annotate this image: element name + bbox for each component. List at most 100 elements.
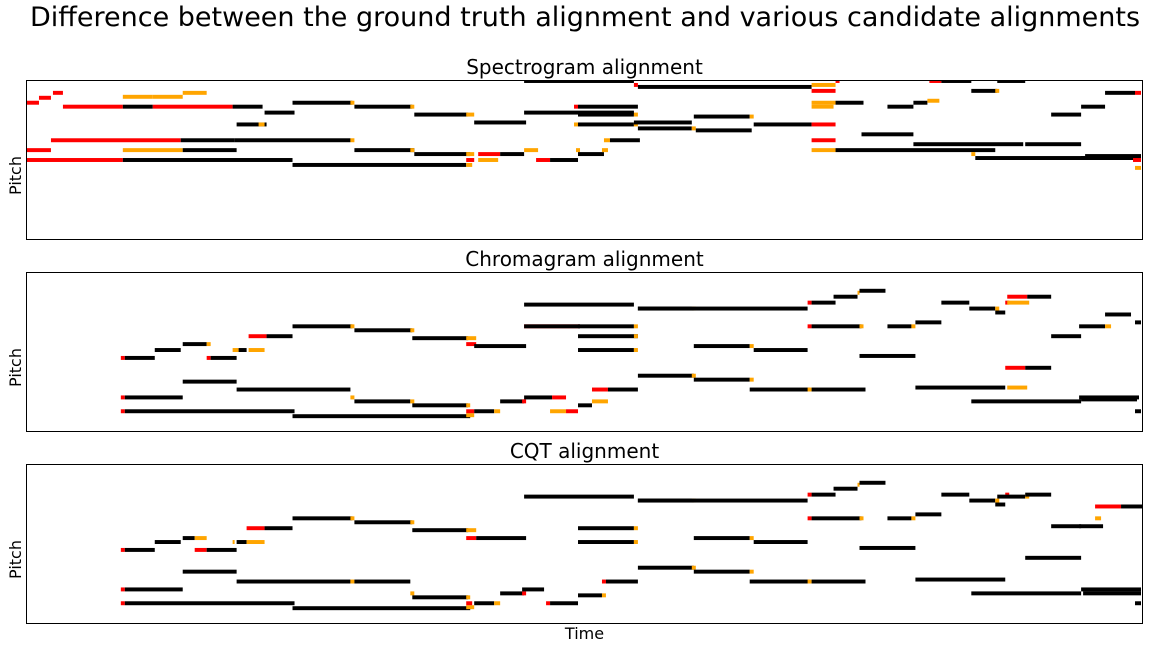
late-note xyxy=(859,516,864,521)
late-note xyxy=(350,100,355,105)
aligned-note xyxy=(607,387,638,392)
aligned-note xyxy=(550,158,579,162)
aligned-note xyxy=(122,104,153,109)
aligned-note xyxy=(414,152,471,157)
early-note xyxy=(52,90,63,95)
aligned-note xyxy=(633,120,692,125)
late-note xyxy=(410,104,415,109)
aligned-note xyxy=(693,536,750,541)
early-note xyxy=(601,579,606,584)
aligned-note xyxy=(578,104,638,109)
aligned-note xyxy=(292,414,471,419)
aligned-note xyxy=(414,112,469,117)
aligned-note xyxy=(605,579,638,584)
late-note xyxy=(691,373,696,378)
aligned-note xyxy=(811,579,866,584)
cqt-pianoroll xyxy=(120,480,1142,611)
early-note xyxy=(1007,294,1028,299)
aligned-note xyxy=(122,158,293,162)
spectrogram-axes xyxy=(26,80,1143,240)
late-note xyxy=(478,158,499,162)
aligned-note xyxy=(236,122,267,127)
late-note xyxy=(811,104,834,109)
cqt-title: CQT alignment xyxy=(509,439,660,463)
aligned-note xyxy=(859,480,886,485)
cqt-panel: CQT alignment Pitch xyxy=(0,439,1152,624)
aligned-note xyxy=(1051,112,1082,117)
aligned-note xyxy=(578,122,634,127)
chromagram-pianoroll xyxy=(120,288,1142,419)
aligned-note xyxy=(524,110,634,115)
aligned-note xyxy=(474,120,527,125)
aligned-note xyxy=(264,526,293,531)
late-note xyxy=(995,498,1000,503)
aligned-note xyxy=(474,601,495,606)
aligned-note xyxy=(412,528,469,533)
late-note xyxy=(232,540,235,544)
aligned-note xyxy=(236,387,351,392)
aligned-note xyxy=(941,492,970,497)
spectrogram-ylabel: Pitch xyxy=(5,155,25,195)
late-note xyxy=(927,98,940,103)
late-note xyxy=(258,122,265,127)
early-note xyxy=(811,122,836,127)
early-note xyxy=(466,601,473,606)
late-note xyxy=(466,528,477,533)
early-note xyxy=(466,342,477,347)
aligned-note xyxy=(833,294,858,299)
late-note xyxy=(576,148,581,153)
aligned-note xyxy=(124,601,295,606)
aligned-note xyxy=(1135,320,1142,325)
early-note xyxy=(566,409,579,414)
early-note xyxy=(807,492,812,497)
late-note xyxy=(1095,516,1102,521)
early-note xyxy=(591,387,608,392)
early-note xyxy=(62,104,123,109)
aligned-note xyxy=(524,81,634,83)
late-note xyxy=(466,413,475,418)
early-note xyxy=(633,82,638,87)
aligned-note xyxy=(835,100,864,105)
late-note xyxy=(466,336,477,341)
aligned-note xyxy=(578,112,634,117)
aligned-note xyxy=(292,516,353,521)
late-note xyxy=(182,90,207,95)
late-note xyxy=(633,348,638,352)
late-note xyxy=(466,403,471,408)
aligned-note xyxy=(1079,524,1104,529)
late-note xyxy=(591,399,608,404)
aligned-note xyxy=(264,110,295,115)
aligned-note xyxy=(971,399,1082,404)
aligned-note xyxy=(1105,90,1136,95)
aligned-note xyxy=(292,100,353,105)
late-note xyxy=(574,122,579,127)
late-note xyxy=(466,595,471,600)
late-note xyxy=(1007,300,1030,305)
aligned-note xyxy=(524,494,634,499)
aligned-note xyxy=(238,348,247,352)
late-note xyxy=(524,148,539,153)
early-note xyxy=(807,324,812,329)
late-note xyxy=(859,324,864,329)
late-note xyxy=(633,334,638,339)
late-note xyxy=(466,152,475,157)
early-note xyxy=(478,152,501,157)
aligned-note xyxy=(232,104,263,109)
aligned-note xyxy=(693,377,750,382)
aligned-note xyxy=(524,302,634,307)
chromagram-panel: Chromagram alignment Pitch xyxy=(0,247,1152,432)
aligned-note xyxy=(266,334,293,339)
aligned-note xyxy=(550,601,579,606)
late-note xyxy=(807,387,812,392)
early-note xyxy=(522,399,527,404)
aligned-note xyxy=(811,387,866,392)
aligned-note xyxy=(753,348,808,352)
late-note xyxy=(122,94,153,99)
late-note xyxy=(350,138,355,143)
aligned-note xyxy=(412,403,469,408)
early-note xyxy=(466,158,475,162)
early-note xyxy=(120,601,125,606)
early-note xyxy=(546,601,551,606)
late-note xyxy=(232,348,239,352)
aligned-note xyxy=(859,545,916,550)
